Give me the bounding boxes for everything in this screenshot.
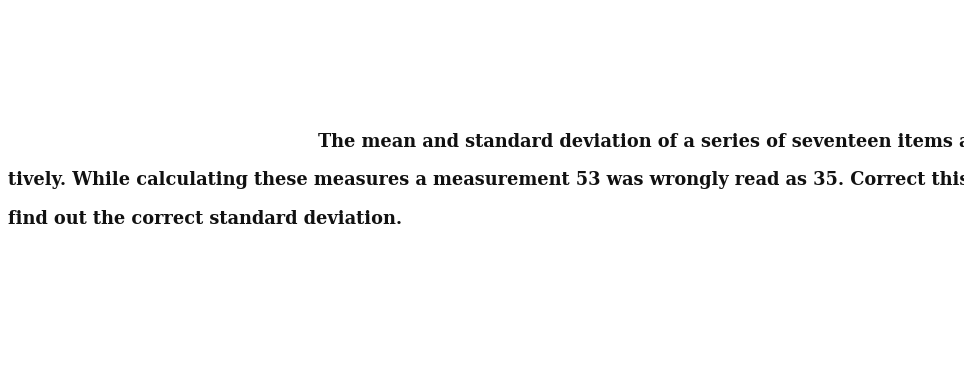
Text: find out the correct standard deviation.: find out the correct standard deviation. bbox=[8, 210, 402, 228]
Text: The mean and standard deviation of a series of seventeen items are 25 and 5 resp: The mean and standard deviation of a ser… bbox=[318, 133, 964, 151]
Text: tively. While calculating these measures a measurement 53 was wrongly read as 35: tively. While calculating these measures… bbox=[8, 171, 964, 189]
